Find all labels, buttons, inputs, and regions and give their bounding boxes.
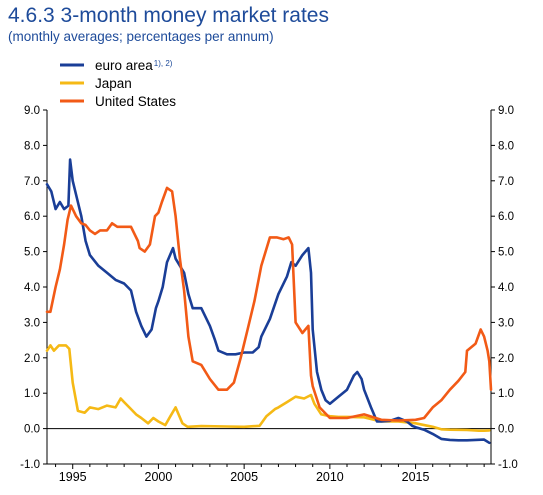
x-tick-label: 2005	[230, 470, 258, 484]
page-title: 4.6.3 3-month money market rates	[8, 4, 329, 27]
y-tick-label-right: 7.0	[498, 176, 514, 188]
y-tick-label-left: 2.0	[24, 353, 40, 365]
x-tick-label: 2010	[316, 470, 344, 484]
y-tick-label-right: 8.0	[498, 140, 514, 152]
legend-footnote: 1), 2)	[154, 59, 173, 68]
y-tick-label-left: 1.0	[24, 388, 40, 400]
y-tick-label-right: 9.0	[498, 105, 514, 117]
y-tick-label-left: 5.0	[24, 247, 40, 259]
legend-label-euro-area: euro area	[95, 58, 153, 73]
y-tick-label-right: 1.0	[498, 388, 514, 400]
y-tick-label-right: 5.0	[498, 247, 514, 259]
y-tick-label-right: 6.0	[498, 211, 514, 223]
series-line-united-states	[45, 186, 493, 422]
y-tick-label-left: -1.0	[20, 459, 40, 471]
x-tick-label: 2000	[145, 470, 173, 484]
y-tick-label-right: 4.0	[498, 282, 514, 294]
legend-label-japan: Japan	[95, 76, 132, 91]
y-tick-label-left: 3.0	[24, 317, 40, 329]
y-tick-label-left: 7.0	[24, 176, 40, 188]
page-subtitle: (monthly averages; percentages per annum…	[8, 29, 274, 44]
y-tick-label-left: 8.0	[24, 140, 40, 152]
y-tick-label-left: 9.0	[24, 105, 40, 117]
x-tick-label: 2015	[402, 470, 430, 484]
series-line-euro-area	[45, 158, 491, 445]
y-tick-label-right: 3.0	[498, 317, 514, 329]
y-tick-label-left: 0.0	[24, 424, 40, 436]
y-tick-label-left: 4.0	[24, 282, 40, 294]
y-tick-label-right: 0.0	[498, 424, 514, 436]
y-tick-label-left: 6.0	[24, 211, 40, 223]
y-tick-label-right: -1.0	[498, 459, 518, 471]
x-tick-label: 1995	[59, 470, 87, 484]
legend-label-united-states: United States	[95, 94, 176, 109]
y-tick-label-right: 2.0	[498, 353, 514, 365]
